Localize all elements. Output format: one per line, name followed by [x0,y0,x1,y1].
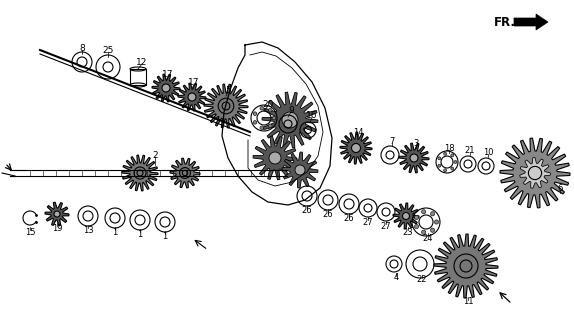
Circle shape [260,126,263,130]
Text: 24: 24 [422,234,433,243]
Circle shape [430,228,435,232]
Circle shape [438,164,441,167]
Text: 18: 18 [444,143,454,153]
Circle shape [351,143,360,153]
Polygon shape [204,84,248,128]
Circle shape [430,212,435,216]
Polygon shape [122,155,158,191]
Polygon shape [519,158,550,188]
Text: 20: 20 [262,100,274,108]
Text: 26: 26 [323,210,333,219]
Text: 2: 2 [152,150,158,159]
Text: 12: 12 [136,58,148,67]
Circle shape [444,169,447,172]
Text: 4: 4 [393,274,398,283]
Circle shape [435,220,439,224]
Bar [130,69,146,85]
Circle shape [421,230,426,234]
Text: 17: 17 [162,69,174,78]
Polygon shape [152,74,180,102]
Text: 21: 21 [465,146,475,155]
Text: 5: 5 [225,85,231,94]
Text: 17: 17 [188,77,200,86]
Polygon shape [45,202,69,226]
Circle shape [253,121,257,124]
Polygon shape [340,132,372,164]
Polygon shape [262,92,318,148]
Circle shape [414,215,418,220]
Text: 19: 19 [52,223,62,233]
Text: 3: 3 [413,139,418,148]
Circle shape [162,84,170,92]
Circle shape [402,212,409,220]
Circle shape [451,154,454,157]
Polygon shape [282,152,318,188]
Text: 9: 9 [288,106,294,115]
Circle shape [421,210,426,214]
Text: 23: 23 [403,228,413,236]
Circle shape [282,112,298,128]
Circle shape [269,108,272,112]
Polygon shape [399,143,429,173]
Text: 27: 27 [363,218,373,227]
Polygon shape [434,234,498,298]
Text: 1: 1 [137,229,142,238]
Circle shape [410,154,418,162]
Circle shape [253,112,257,116]
Polygon shape [170,158,200,188]
Text: 22: 22 [417,276,427,284]
Text: 14: 14 [353,127,363,137]
Text: 26: 26 [302,205,312,214]
Circle shape [260,107,263,110]
Circle shape [414,224,418,229]
Circle shape [269,152,281,164]
Polygon shape [178,83,206,111]
Text: 10: 10 [483,148,493,156]
Circle shape [269,124,272,128]
Text: 8: 8 [79,44,85,52]
Circle shape [451,167,454,170]
Text: 7: 7 [389,137,395,146]
Text: 13: 13 [83,226,94,235]
Circle shape [295,165,305,175]
Polygon shape [393,203,419,229]
Circle shape [188,93,196,101]
Polygon shape [253,136,297,180]
Text: 16: 16 [307,110,318,119]
Text: 1: 1 [162,231,168,241]
Circle shape [438,157,441,160]
Text: 27: 27 [381,221,391,230]
Circle shape [454,161,457,164]
Text: 6: 6 [557,183,563,193]
Text: 11: 11 [463,298,473,307]
Polygon shape [514,14,548,30]
Text: 25: 25 [102,45,114,54]
Text: 26: 26 [344,213,354,222]
Text: FR.: FR. [494,15,516,28]
Circle shape [54,211,60,217]
Text: 1: 1 [113,228,118,236]
Text: 15: 15 [25,228,35,236]
Circle shape [272,116,276,120]
Polygon shape [500,138,570,208]
Circle shape [444,152,447,155]
